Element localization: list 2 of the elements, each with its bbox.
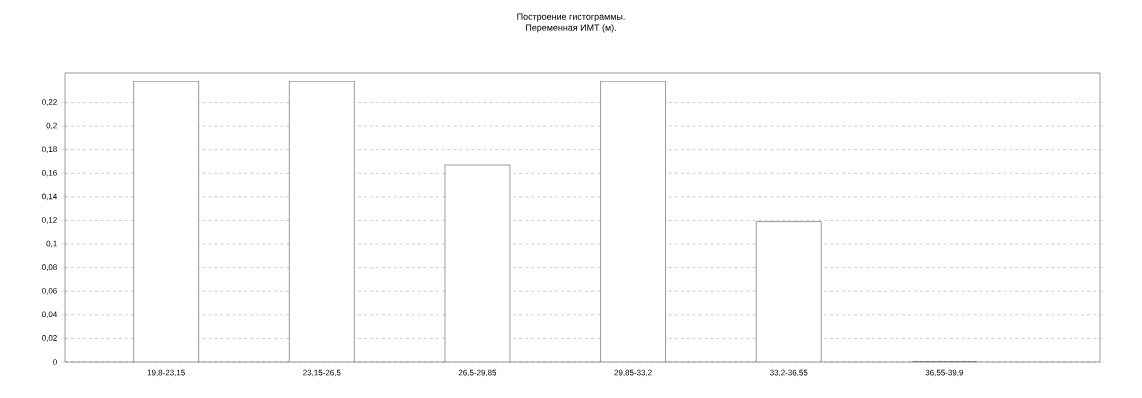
chart-subtitle: Переменная ИМТ (м). xyxy=(526,24,616,33)
chart-title: Построение гистограммы. xyxy=(517,13,625,22)
